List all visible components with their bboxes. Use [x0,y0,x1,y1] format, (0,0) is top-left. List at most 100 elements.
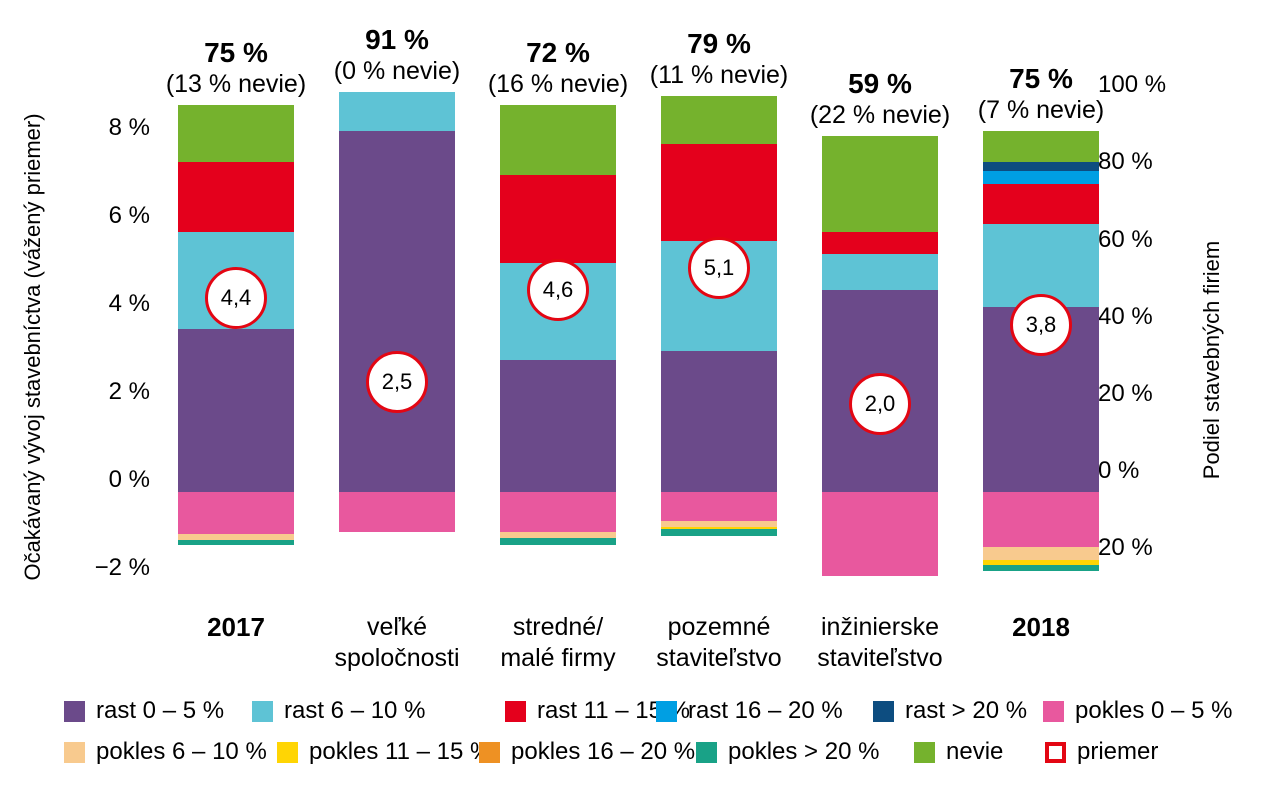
left-axis-tick: 8 % [108,114,150,141]
legend-label-rast-6-10: rast 6 – 10 % [284,697,426,724]
legend-swatch-pokles-11-15 [277,741,298,763]
bar-header: 75 % (13 % nevie) [166,36,306,99]
bar-total-label: 75 % [204,36,268,68]
priemer-value: 4,6 [542,276,574,302]
right-axis-title: Podiel stavebných firiem [1199,240,1224,480]
bar-4-segment-pokles-gt-20 [661,529,777,536]
legend-item-priemer: priemer [1045,740,1158,764]
bar-nevie-label: (7 % nevie) [977,96,1105,125]
left-axis-tick: 2 % [108,378,150,405]
bar-1-segment-pokles-6-10 [178,533,294,541]
bar-5-segment-rast-6-10 [822,254,938,290]
bar-6-segment-rast-16-20 [983,170,1099,184]
priemer-value: 5,1 [703,254,735,280]
right-axis-tick: 80 % [1098,148,1153,175]
legend-item-pokles-0-5: pokles 0 – 5 % [1043,699,1232,723]
legend-label-pokles-0-5: pokles 0 – 5 % [1075,697,1233,724]
bar-nevie-label: (16 % nevie) [487,69,629,98]
bar-6-segment-pokles-6-10 [983,547,1099,561]
category-label: stredné/malé firmy [443,612,673,674]
priemer-circle: 2,0 [849,373,911,435]
left-axis-tick: −2 % [94,554,150,581]
legend-swatch-pokles-0-5 [1043,700,1064,722]
category-label-line: spoločnosti [334,644,460,672]
bar-6-segment-rast-6-10 [983,223,1099,308]
legend-swatch-pokles-gt-20 [696,741,717,763]
bar-4-segment-pokles-11-15 [661,527,777,530]
bar-6-segment-pokles-0-5 [983,492,1099,547]
left-axis-tick: 6 % [108,202,150,229]
left-axis-tick: 4 % [108,290,150,317]
bar-4-segment-rast-0-5 [661,351,777,492]
right-axis-tick: 20 % [1098,534,1153,561]
legend-swatch-rast-6-10 [252,700,273,722]
legend-item-rast-6-10: rast 6 – 10 % [252,699,425,723]
legend-label-pokles-16-20: pokles 16 – 20 % [511,738,696,765]
bar-3-segment-pokles-6-10 [500,531,616,539]
legend-label-rast-16-20: rast 16 – 20 % [688,697,843,724]
legend-item-pokles-11-15: pokles 11 – 15 % [277,740,491,764]
legend-label-pokles-6-10: pokles 6 – 10 % [96,738,267,765]
bar-header: 59 % (22 % nevie) [810,67,950,130]
legend-swatch-pokles-6-10 [64,741,85,763]
bar-3-segment-pokles-0-5 [500,492,616,532]
legend-swatch-rast-gt-20 [873,700,894,722]
category-label: pozemné staviteľstvo [604,612,834,674]
priemer-value: 2,5 [381,369,413,394]
legend-item-rast-16-20: rast 16 – 20 % [656,699,843,723]
bar-5-segment-nevie [822,135,938,233]
bar-4-segment-pokles-0-5 [661,492,777,521]
category-label: veľké spoločnosti [282,612,512,674]
bar-nevie-label: (11 % nevie) [649,61,789,89]
legend-swatch-rast-11-15 [505,700,526,722]
bar-5-segment-pokles-0-5 [822,492,938,576]
bar-1-segment-nevie [178,104,294,162]
bar-1-segment-pokles-0-5 [178,492,294,534]
bar-4-segment-pokles-6-10 [661,520,777,528]
priemer-circle: 5,1 [688,236,750,299]
legend-item-rast-0-5: rast 0 – 5 % [64,699,224,723]
legend-item-rast-gt-20: rast > 20 % [873,699,1027,723]
category-label-line: staviteľstvo [656,644,782,672]
right-axis-tick: 100 % [1098,71,1167,98]
bar-header: 72 % (16 % nevie) [488,36,628,99]
left-axis-tick: 0 % [108,466,150,493]
category-label: inžinierske staviteľstvo [765,612,995,674]
priemer-circle: 4,6 [527,258,589,321]
bar-3-segment-nevie [500,104,616,176]
legend-label-rast-0-5: rast 0 – 5 % [96,697,225,724]
bar-3-segment-rast-0-5 [500,360,616,492]
category-label-line: 2018 [1012,612,1070,642]
category-label-line: staviteľstvo [817,644,943,672]
category-label-line: 2017 [207,612,265,642]
bar-3-segment-rast-11-15 [500,175,616,264]
bar-1-segment-rast-11-15 [178,162,294,233]
bar-nevie-label: (13 % nevie) [165,69,307,98]
legend-label-pokles-gt-20: pokles > 20 % [728,738,880,765]
category-label-line: malé firmy [500,644,616,672]
legend-swatch-nevie [914,741,935,763]
legend-label-priemer: priemer [1077,738,1159,765]
bar-header: 91 % (0 % nevie) [334,23,460,86]
category-label-line: pozemné [667,613,771,641]
bar-6-segment-pokles-11-15 [983,560,1099,565]
legend-swatch-priemer [1045,741,1066,763]
bar-header: 79 % (11 % nevie) [650,27,789,90]
legend-label-rast-gt-20: rast > 20 % [905,697,1028,724]
bar-2-segment-pokles-0-5 [339,492,455,532]
bar-2-segment-rast-6-10 [339,91,455,132]
bar-6-segment-rast-11-15 [983,184,1099,224]
bar-2-segment-rast-0-5 [339,131,455,492]
bar-header: 75 % (7 % nevie) [978,62,1104,125]
priemer-value: 2,0 [864,391,896,416]
bar-total-label: 91 % [365,23,429,55]
bar-6-segment-pokles-gt-20 [983,564,1099,572]
right-axis-tick: 0 % [1098,457,1140,484]
category-label: 2018 [926,612,1156,643]
bar-5-segment-rast-11-15 [822,232,938,255]
legend-item-nevie: nevie [914,740,1003,764]
bar-total-label: 72 % [526,36,590,68]
bar-total-label: 59 % [848,67,912,99]
bar-1-segment-pokles-gt-20 [178,540,294,545]
bar-6-segment-rast-gt-20 [983,162,1099,171]
